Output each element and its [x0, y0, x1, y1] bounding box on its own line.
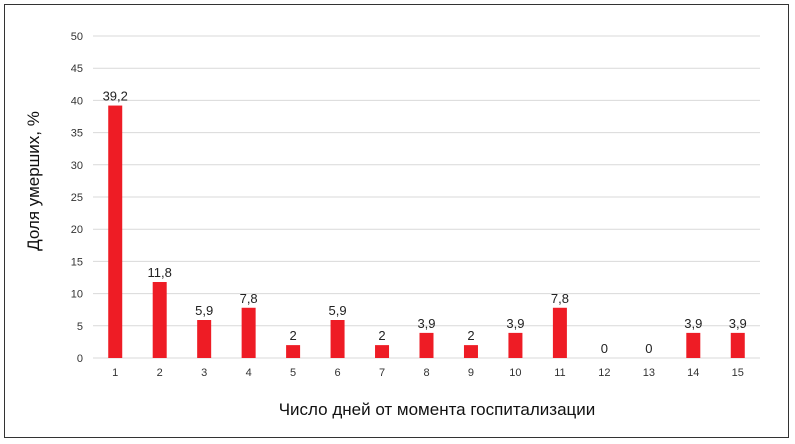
bar	[419, 332, 434, 358]
bar-value-label: 0	[601, 341, 608, 356]
bar-value-label: 2	[378, 328, 385, 343]
y-tick-label: 0	[77, 353, 83, 365]
y-axis-ticks: 0 5 10 15 20 25 30 35 40 45 50	[71, 31, 83, 365]
bar-value-label: 5,9	[195, 303, 213, 318]
x-tick-label: 13	[643, 367, 655, 379]
x-tick-label: 9	[468, 367, 474, 379]
y-tick-label: 30	[71, 160, 83, 172]
bars	[108, 105, 745, 358]
y-axis-title: Доля умерших, %	[24, 111, 43, 251]
bar-value-label: 39,2	[103, 89, 128, 104]
bar-value-label: 2	[289, 328, 296, 343]
bar	[375, 345, 390, 358]
bar-value-label: 3,9	[417, 316, 435, 331]
x-tick-label: 3	[201, 367, 207, 379]
x-tick-label: 10	[509, 367, 521, 379]
bar	[730, 332, 745, 358]
bar	[686, 332, 701, 358]
bar-value-label: 3,9	[729, 316, 747, 331]
x-tick-label: 14	[687, 367, 699, 379]
y-tick-label: 50	[71, 31, 83, 43]
bar-value-label: 2	[467, 328, 474, 343]
x-tick-label: 4	[246, 367, 252, 379]
data-labels: 39,2 11,8 5,9 7,8 2 5,9 2 3,9 2 3,9 7,8 0 0 3,9 3,9	[103, 89, 747, 356]
x-tick-label: 2	[157, 367, 163, 379]
y-tick-label: 25	[71, 192, 83, 204]
bar	[152, 282, 167, 358]
bar	[330, 320, 345, 358]
x-axis-title: Число дней от момента госпитализации	[279, 400, 596, 419]
x-tick-label: 8	[423, 367, 429, 379]
y-tick-label: 40	[71, 95, 83, 107]
bar	[197, 320, 212, 358]
y-tick-label: 20	[71, 224, 83, 236]
y-tick-label: 45	[71, 63, 83, 75]
bar-value-label: 5,9	[329, 303, 347, 318]
bar	[552, 307, 567, 358]
bar-value-label: 3,9	[684, 316, 702, 331]
bar-value-label: 7,8	[240, 291, 258, 306]
x-tick-label: 7	[379, 367, 385, 379]
y-tick-label: 15	[71, 256, 83, 268]
x-tick-label: 5	[290, 367, 296, 379]
bar	[463, 345, 478, 358]
bar	[508, 332, 523, 358]
bar	[286, 345, 301, 358]
bar-value-label: 11,8	[148, 265, 172, 280]
x-tick-label: 12	[598, 367, 610, 379]
x-tick-label: 6	[335, 367, 341, 379]
y-tick-label: 35	[71, 128, 83, 140]
x-axis-ticks: 1 2 3 4 5 6 7 8 9 10 11 12 13 14 15	[112, 367, 744, 379]
bar-value-label: 7,8	[551, 291, 569, 306]
bar	[241, 307, 256, 358]
x-tick-label: 15	[732, 367, 744, 379]
bar-value-label: 3,9	[506, 316, 524, 331]
x-tick-label: 1	[112, 367, 118, 379]
bar	[108, 105, 123, 358]
gridlines	[93, 35, 760, 359]
y-tick-label: 5	[77, 321, 83, 333]
x-tick-label: 11	[554, 367, 565, 379]
y-tick-label: 10	[71, 289, 83, 301]
chart-frame	[4, 4, 789, 438]
bar-value-label: 0	[645, 341, 652, 356]
